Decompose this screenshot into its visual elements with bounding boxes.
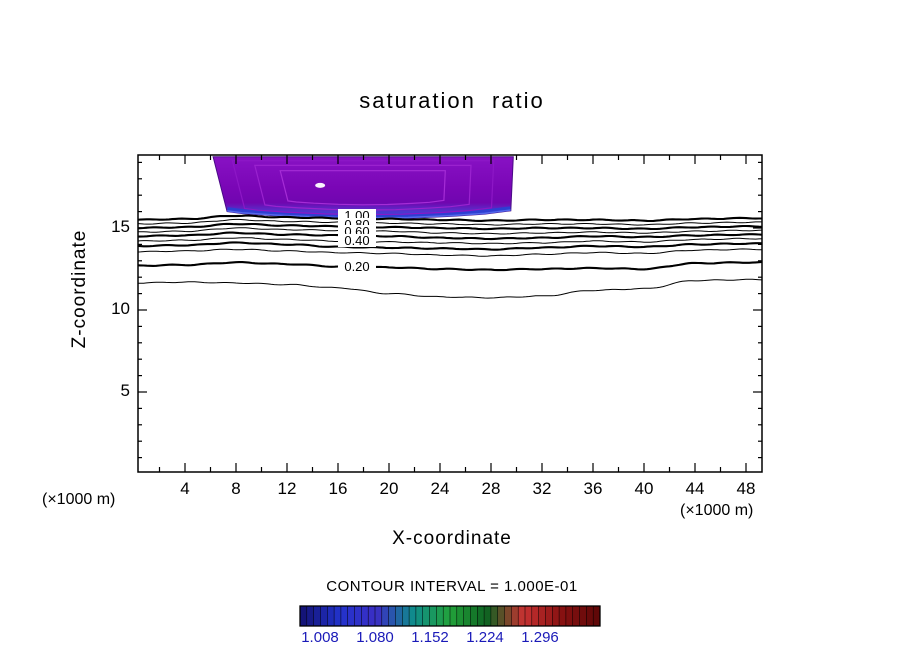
y-tick-label: 15 (111, 217, 130, 236)
colorbar-tick-label: 1.080 (356, 629, 394, 646)
contour-interval-note: CONTOUR INTERVAL = 1.000E-01 (326, 578, 578, 595)
x-tick-label: 44 (685, 479, 705, 498)
x-tick-label: 48 (736, 479, 756, 498)
x-tick-label: 40 (634, 479, 654, 498)
x-tick-label: 4 (180, 479, 190, 498)
y-tick-label: 10 (111, 299, 130, 318)
chart-title: saturation ratio (359, 88, 545, 113)
colorbar-tick-label: 1.296 (521, 629, 559, 646)
x-tick-label: 28 (481, 479, 501, 498)
x-tick-label: 32 (532, 479, 552, 498)
x-tick-label: 24 (430, 479, 450, 498)
x-tick-label: 20 (379, 479, 399, 498)
x-tick-label: 12 (277, 479, 297, 498)
colorbar-tick-label: 1.224 (466, 629, 504, 646)
x-tick-label: 8 (231, 479, 241, 498)
colorbar-tick-label: 1.008 (301, 629, 339, 646)
x-axis-unit-right: (×1000 m) (680, 502, 754, 519)
y-axis-label: Z-coordinate (69, 229, 90, 349)
contour-line-label-0.20: 0.20 (338, 260, 376, 273)
x-axis-label: X-coordinate (392, 528, 512, 549)
contour-line-label-0.40: 0.40 (338, 234, 376, 247)
x-tick-label: 16 (328, 479, 348, 498)
x-tick-label: 36 (583, 479, 603, 498)
colorbar-tick-label: 1.152 (411, 629, 449, 646)
x-axis-unit-left: (×1000 m) (42, 491, 116, 508)
y-tick-label: 5 (120, 381, 130, 400)
